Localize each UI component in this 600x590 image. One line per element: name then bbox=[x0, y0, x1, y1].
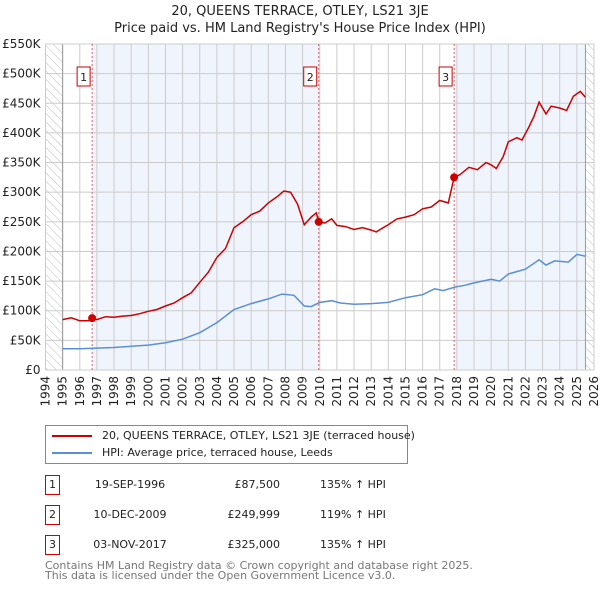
x-tick-label: 2023 bbox=[536, 376, 550, 407]
price-chart: 1994 1995 1996 1997 1998 1999 2000 2001 2002 2003… bbox=[2, 37, 600, 407]
x-tick-label: 2014 bbox=[381, 376, 395, 407]
y-tick-label: £150K bbox=[2, 274, 42, 288]
sale-price: £325,000 bbox=[227, 538, 281, 551]
x-tick-label: 1998 bbox=[107, 376, 121, 407]
x-tick-label: 2020 bbox=[484, 376, 498, 407]
x-tick-label: 2026 bbox=[587, 376, 600, 407]
sale-label-box: 3 bbox=[438, 66, 453, 87]
hpi-line bbox=[62, 253, 586, 350]
shade-region bbox=[92, 44, 319, 370]
sale-point bbox=[450, 173, 459, 182]
legend: 20, QUEENS TERRACE, OTLEY, LS21 3JE (ter… bbox=[45, 425, 415, 464]
sale-label: 3 bbox=[442, 71, 449, 84]
y-tick-label: £50K bbox=[10, 333, 42, 347]
x-tick-label: 2025 bbox=[570, 376, 584, 407]
legend-swatch-hpi bbox=[52, 452, 92, 454]
sale-label-border bbox=[303, 66, 318, 87]
sale-label: 1 bbox=[80, 71, 87, 84]
x-tick-label: 2011 bbox=[330, 376, 344, 407]
y-tick-label: £500K bbox=[2, 67, 42, 81]
x-tick-label: 2001 bbox=[158, 376, 172, 407]
x-tick-label: 2005 bbox=[227, 376, 241, 407]
chart-title: 20, QUEENS TERRACE, OTLEY, LS21 3JE bbox=[171, 4, 429, 19]
y-tick-label: £300K bbox=[2, 185, 42, 199]
x-tick-label: 2000 bbox=[141, 376, 155, 407]
y-tick-label: £0 bbox=[25, 363, 40, 377]
sale-date: 10-DEC-2009 bbox=[93, 508, 167, 521]
x-tick-label: 1999 bbox=[124, 376, 138, 407]
x-tick-label: 2008 bbox=[278, 376, 292, 407]
sale-label-box: 2 bbox=[303, 66, 318, 87]
legend-swatch-property bbox=[52, 435, 92, 437]
x-tick-label: 2013 bbox=[364, 376, 378, 407]
x-tick-label: 2016 bbox=[416, 376, 430, 407]
y-tick-label: £200K bbox=[2, 244, 42, 258]
sale-label-box: 1 bbox=[76, 66, 91, 87]
no-data-region bbox=[45, 44, 63, 370]
x-tick-label: 2017 bbox=[433, 376, 447, 407]
y-tick-label: £250K bbox=[2, 215, 42, 229]
sale-price: £87,500 bbox=[234, 478, 281, 491]
x-tick-label: 2010 bbox=[313, 376, 327, 407]
y-tick-label: £550K bbox=[2, 37, 42, 51]
x-tick-label: 1997 bbox=[90, 376, 104, 407]
sale-marker: 1 bbox=[45, 475, 60, 495]
sale-price: £249,999 bbox=[227, 508, 281, 521]
x-tick-label: 2024 bbox=[553, 376, 567, 407]
no-data-region bbox=[585, 44, 594, 370]
x-tick-label: 2007 bbox=[261, 376, 275, 407]
x-tick-label: 1995 bbox=[56, 376, 70, 407]
sale-point bbox=[314, 217, 323, 226]
sale-hpi: 135% ↑ HPI bbox=[320, 478, 386, 491]
x-tick-label: 2002 bbox=[176, 376, 190, 407]
y-tick-label: £350K bbox=[2, 156, 42, 170]
footer-copyright: Contains HM Land Registry data © Crown c… bbox=[45, 559, 473, 572]
shade-region bbox=[454, 44, 586, 370]
legend-label: 20, QUEENS TERRACE, OTLEY, LS21 3JE (ter… bbox=[102, 429, 415, 442]
x-tick-label: 2004 bbox=[210, 376, 224, 407]
x-tick-label: 2021 bbox=[501, 376, 515, 407]
x-tick-label: 2015 bbox=[398, 376, 412, 407]
x-tick-label: 1994 bbox=[39, 376, 53, 407]
x-tick-label: 2009 bbox=[296, 376, 310, 407]
chart-subtitle: Price paid vs. HM Land Registry's House … bbox=[114, 21, 486, 36]
sale-label: 2 bbox=[307, 71, 314, 84]
sale-hpi: 135% ↑ HPI bbox=[320, 538, 386, 551]
x-tick-label: 2022 bbox=[518, 376, 532, 407]
x-tick-label: 2018 bbox=[450, 376, 464, 407]
x-tick-label: 2012 bbox=[347, 376, 361, 407]
sale-date: 03-NOV-2017 bbox=[93, 538, 167, 551]
x-tick-label: 1996 bbox=[73, 376, 87, 407]
x-tick-label: 2019 bbox=[467, 376, 481, 407]
sale-label-border bbox=[76, 66, 91, 87]
sale-label-border bbox=[438, 66, 453, 87]
legend-label: HPI: Average price, terraced house, Leed… bbox=[102, 446, 333, 459]
sale-point bbox=[88, 314, 97, 323]
sale-hpi: 119% ↑ HPI bbox=[320, 508, 386, 521]
sale-date: 19-SEP-1996 bbox=[94, 478, 166, 491]
y-tick-label: £450K bbox=[2, 96, 42, 110]
x-tick-label: 2006 bbox=[244, 376, 258, 407]
plot-border bbox=[45, 43, 595, 371]
property-price-line bbox=[62, 90, 586, 322]
sale-marker: 2 bbox=[45, 505, 60, 525]
footer-licence: This data is licensed under the Open Gov… bbox=[45, 569, 396, 582]
y-tick-label: £100K bbox=[2, 304, 42, 318]
sale-marker: 3 bbox=[45, 535, 60, 555]
x-tick-label: 2003 bbox=[193, 376, 207, 407]
y-tick-label: £400K bbox=[2, 126, 42, 140]
